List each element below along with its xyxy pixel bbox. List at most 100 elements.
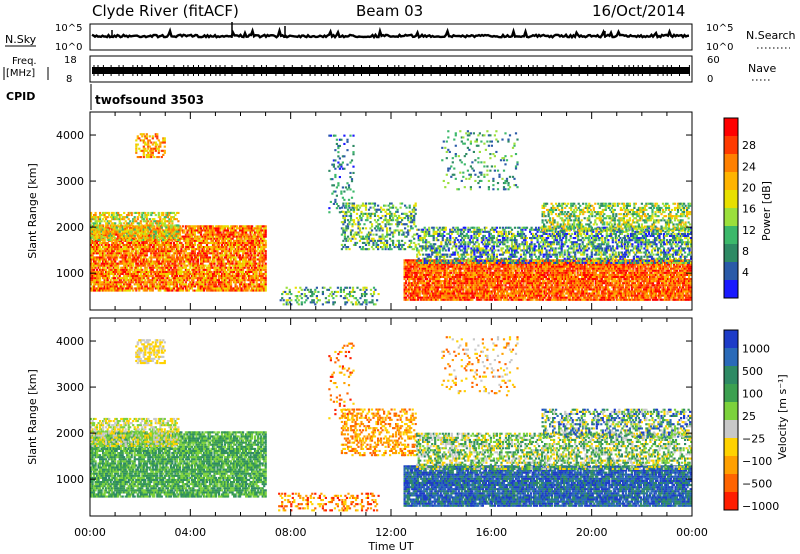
echo-cell: [366, 219, 368, 221]
echo-cell: [411, 274, 413, 276]
echo-cell: [141, 135, 143, 137]
echo-cell: [362, 203, 364, 205]
echo-cell: [392, 240, 394, 242]
echo-cell: [225, 252, 227, 254]
echo-cell: [113, 275, 115, 277]
freq-label-line1: Freq.: [12, 56, 37, 67]
echo-cell: [119, 220, 121, 222]
echo-cell: [304, 293, 306, 295]
echo-cell: [99, 279, 101, 281]
echo-cell: [194, 234, 196, 236]
echo-cell: [238, 273, 240, 275]
echo-cell: [140, 267, 142, 269]
echo-cell: [347, 225, 349, 227]
echo-cell: [373, 287, 375, 289]
echo-cell: [198, 248, 200, 250]
echo-cell: [350, 232, 352, 234]
echo-cell: [183, 229, 185, 231]
echo-cell: [301, 289, 303, 291]
echo-cell: [141, 214, 143, 216]
echo-cell: [156, 237, 158, 239]
echo-cell: [372, 207, 374, 209]
echo-cell: [206, 240, 208, 242]
echo-cell: [256, 250, 258, 252]
echo-cell: [299, 295, 301, 297]
echo-cell: [332, 297, 334, 299]
echo-cell: [304, 301, 306, 303]
echo-cell: [173, 248, 175, 250]
echo-cell: [119, 244, 121, 246]
echo-cell: [346, 297, 348, 299]
echo-cell: [164, 152, 166, 154]
echo-cell: [144, 239, 146, 241]
echo-cell: [440, 274, 442, 276]
echo-cell: [283, 299, 285, 301]
echo-cell: [137, 144, 139, 146]
echo-cell: [238, 232, 240, 234]
echo-cell: [290, 293, 292, 295]
echo-cell: [192, 246, 194, 248]
echo-cell: [155, 250, 157, 252]
echo-cell: [213, 232, 215, 234]
echo-cell: [147, 142, 149, 144]
echo-cell: [222, 258, 224, 260]
echo-cell: [158, 214, 160, 216]
echo-cell: [410, 268, 412, 270]
echo-cell: [398, 215, 400, 217]
echo-cell: [135, 254, 137, 256]
echo-cell: [380, 211, 382, 213]
echo-cell: [419, 293, 421, 295]
echo-cell: [232, 263, 234, 265]
echo-cell: [99, 233, 101, 235]
echo-cell: [92, 229, 94, 231]
echo-cell: [213, 265, 215, 267]
echo-cell: [377, 248, 379, 250]
echo-cell: [153, 283, 155, 285]
echo-cell: [319, 299, 321, 301]
echo-cell: [168, 231, 170, 233]
echo-cell: [176, 275, 178, 277]
echo-cell: [389, 211, 391, 213]
echo-cell: [162, 256, 164, 258]
echo-cell: [158, 152, 160, 154]
echo-cell: [221, 244, 223, 246]
echo-cell: [176, 285, 178, 287]
echo-cell: [265, 242, 267, 244]
echo-cell: [128, 218, 130, 220]
echo-cell: [116, 275, 118, 277]
echo-cell: [129, 220, 131, 222]
echo-cell: [161, 265, 163, 267]
echo-cell: [102, 218, 104, 220]
echo-cell: [350, 217, 352, 219]
echo-cell: [116, 216, 118, 218]
echo-cell: [161, 156, 163, 158]
echo-cell: [137, 258, 139, 260]
echo-cell: [323, 287, 325, 289]
echo-cell: [344, 234, 346, 236]
echo-cell: [165, 226, 167, 228]
echo-cell: [116, 242, 118, 244]
echo-cell: [170, 244, 172, 246]
echo-cell: [409, 205, 411, 207]
echo-cell: [347, 236, 349, 238]
echo-cell: [110, 220, 112, 222]
echo-cell: [348, 248, 350, 250]
echo-cell: [150, 254, 152, 256]
echo-cell: [189, 261, 191, 263]
echo-cell: [349, 293, 351, 295]
echo-cell: [385, 217, 387, 219]
echo-cell: [398, 223, 400, 225]
echo-cell: [174, 226, 176, 228]
echo-cell: [182, 287, 184, 289]
echo-cell: [138, 224, 140, 226]
echo-cell: [128, 233, 130, 235]
echo-cell: [174, 267, 176, 269]
echo-cell: [102, 271, 104, 273]
echo-cell: [191, 287, 193, 289]
echo-cell: [155, 150, 157, 152]
echo-cell: [120, 279, 122, 281]
echo-cell: [195, 275, 197, 277]
echo-cell: [168, 263, 170, 265]
echo-cell: [116, 226, 118, 228]
echo-cell: [150, 142, 152, 144]
